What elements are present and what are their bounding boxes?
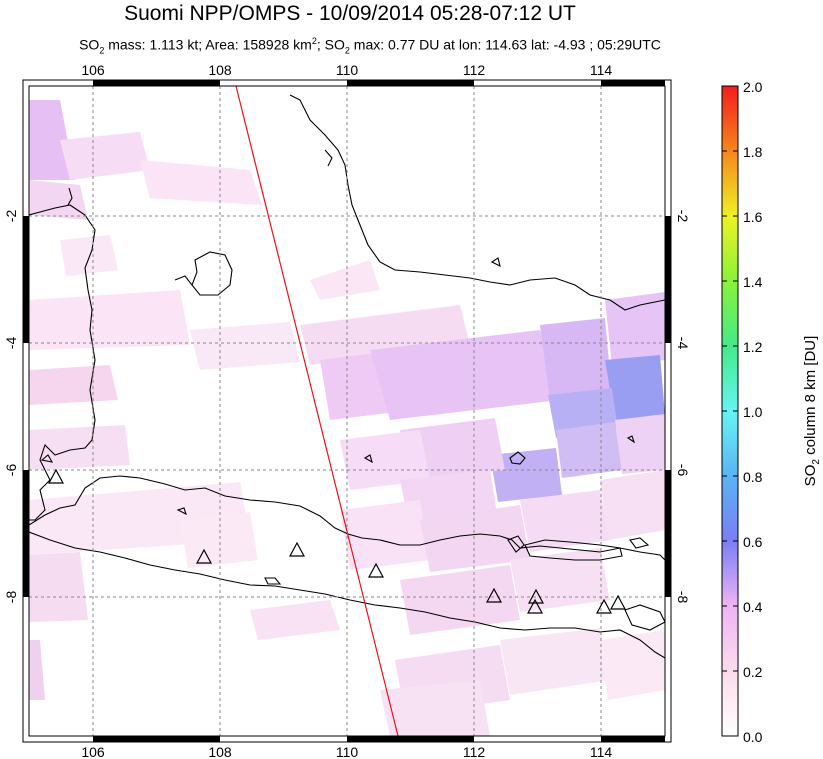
volcano-triangle-icon [367, 562, 385, 578]
right-lat-labels: -2 -4 -6 -8 [675, 210, 691, 604]
colorbar-title: SO2 column 8 km [DU] [802, 336, 822, 487]
colorbar-tick-label: 1.8 [743, 144, 763, 160]
lat-tick-label: -8 [3, 591, 19, 604]
lon-tick-label: 108 [208, 62, 232, 78]
volcano-triangle-icon [195, 548, 213, 564]
lon-tick-label: 114 [590, 62, 613, 78]
lon-tick-label: 110 [336, 62, 359, 78]
colorbar-tick-label: 1.6 [743, 209, 763, 225]
colorbar-ticks: 0.0 0.2 0.4 0.6 0.8 1.0 1.2 1.4 1.6 1.8 2.0 [722, 79, 763, 745]
lon-tick-label: 112 [463, 62, 486, 78]
volcano-triangle-icon [609, 594, 627, 610]
colorbar-tick-label: 0.0 [743, 729, 763, 745]
subtitle: SO2 mass: 1.113 kt; Area: 158928 km2; SO… [79, 36, 661, 56]
volcano-triangle-icon [485, 587, 503, 603]
volcano-triangle-icon [595, 598, 613, 614]
colorbar-tick-label: 0.4 [743, 599, 763, 615]
volcano-markers [47, 468, 627, 614]
lat-tick-label: -2 [675, 210, 691, 223]
page-title: Suomi NPP/OMPS - 10/09/2014 05:28-07:12 … [124, 2, 576, 25]
volcano-triangle-icon [288, 541, 306, 557]
top-lon-labels: 106 108 110 112 114 [81, 62, 612, 78]
colorbar-tick-label: 2.0 [743, 79, 763, 95]
bottom-lon-labels: 106 108 110 112 114 [81, 744, 612, 759]
lat-tick-label: -8 [675, 591, 691, 604]
volcano-triangle-icon [526, 598, 544, 614]
colorbar-tick-label: 0.6 [743, 534, 763, 550]
colorbar-tick-label: 0.2 [743, 664, 763, 680]
colorbar-tick-label: 1.0 [743, 404, 763, 420]
lat-tick-label: -4 [3, 337, 19, 350]
lon-tick-label: 110 [336, 744, 359, 759]
lat-tick-label: -2 [3, 210, 19, 223]
lon-tick-label: 106 [81, 744, 105, 759]
lat-tick-label: -6 [675, 464, 691, 477]
lon-tick-label: 106 [81, 62, 105, 78]
colorbar-tick-label: 1.4 [743, 274, 763, 290]
orbit-track-line [235, 85, 399, 737]
colorbar: 0.0 0.2 0.4 0.6 0.8 1.0 1.2 1.4 1.6 1.8 2.0 SO2 co… [721, 79, 822, 745]
lat-tick-label: -6 [3, 464, 19, 477]
lon-tick-label: 108 [208, 744, 232, 759]
lon-tick-label: 112 [463, 744, 486, 759]
so2-pixels [29, 100, 665, 736]
volcano-triangle-icon [47, 468, 65, 484]
colorbar-tick-label: 1.2 [743, 339, 763, 355]
left-lat-labels: -2 -4 -6 -8 [3, 210, 19, 604]
frame-border-bars [23, 80, 671, 742]
colorbar-tick-label: 0.8 [743, 469, 763, 485]
lon-tick-label: 114 [590, 744, 613, 759]
grid-lines [29, 86, 665, 736]
outer-frame [22, 79, 672, 743]
lat-tick-label: -4 [675, 337, 691, 350]
